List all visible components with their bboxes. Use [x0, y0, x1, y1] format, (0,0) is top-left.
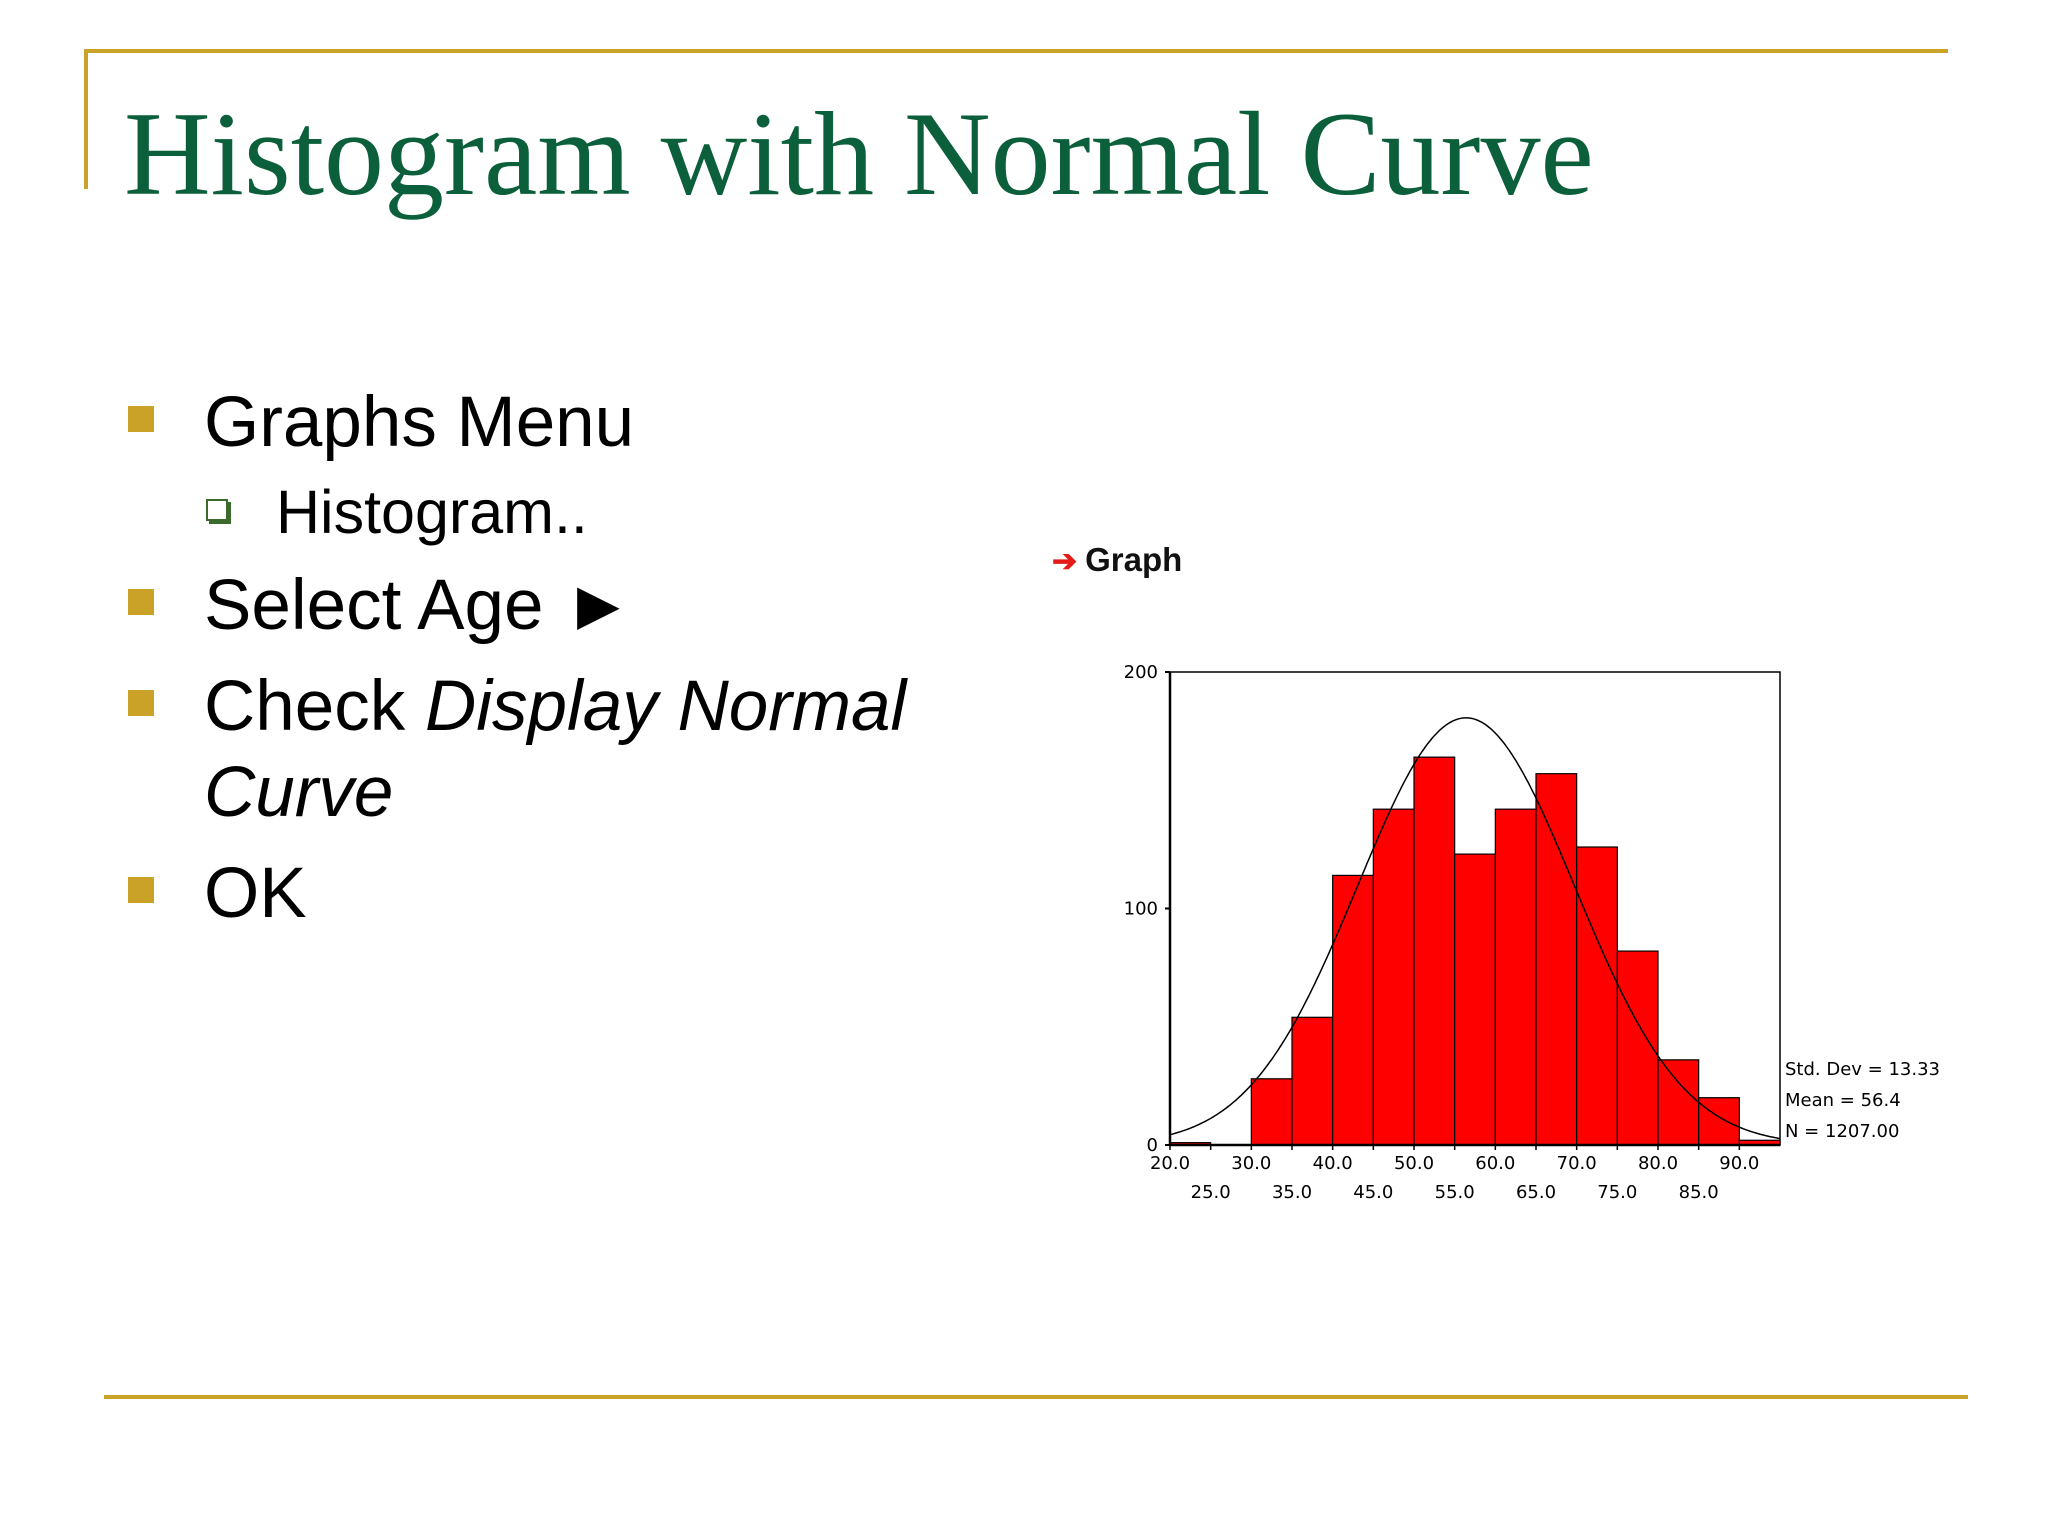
stats-label: Std. Dev = 13.33	[1785, 1059, 1940, 1080]
square-bullet-icon	[128, 876, 154, 903]
stats-label: Mean = 56.4	[1785, 1090, 1901, 1111]
graph-heading-text: Graph	[1085, 541, 1183, 578]
square-bullet-icon	[128, 589, 154, 616]
y-tick-label: 100	[1124, 899, 1158, 920]
slide-title: Histogram with Normal Curve	[124, 87, 1594, 220]
histogram-bar	[1576, 846, 1618, 1146]
x-tick-label: 40.0	[1313, 1153, 1353, 1174]
x-tick-label: 35.0	[1272, 1182, 1312, 1203]
histogram-bar	[1332, 874, 1374, 1146]
histogram-bar	[1413, 756, 1456, 1146]
bullet-check-display: Check Display Normal Curve	[126, 664, 1026, 837]
x-tick-label: 70.0	[1557, 1153, 1597, 1174]
bottom-rule	[104, 1395, 1968, 1399]
normal-curve	[1169, 717, 1781, 1140]
x-tick-label: 25.0	[1191, 1182, 1231, 1203]
histogram-bar	[1250, 1078, 1293, 1146]
x-tick-label: 75.0	[1597, 1182, 1637, 1203]
x-tick-label: 90.0	[1719, 1153, 1759, 1174]
bullet-select-age: Select Age ►	[126, 563, 1026, 650]
square-bullet-icon	[128, 406, 154, 432]
histogram-bar	[1657, 1059, 1700, 1146]
red-arrow-icon: ➔	[1052, 545, 1078, 578]
x-tick-label: 80.0	[1638, 1153, 1678, 1174]
histogram-bar	[1372, 808, 1415, 1146]
bullet-text: OK	[204, 853, 307, 933]
histogram-bar	[1616, 950, 1659, 1146]
y-tick-label: 200	[1124, 662, 1158, 683]
x-tick-label: 30.0	[1231, 1153, 1271, 1174]
y-tick-label: 0	[1147, 1135, 1158, 1156]
x-tick-label: 60.0	[1475, 1153, 1515, 1174]
histogram-bar	[1454, 853, 1496, 1146]
x-tick-label: 65.0	[1516, 1182, 1556, 1203]
x-tick-label: 55.0	[1435, 1182, 1475, 1203]
bullet-text-prefix: Check	[204, 666, 425, 746]
bullet-graphs-menu: Graphs Menu	[126, 380, 1026, 467]
bullet-text: Graphs Menu	[204, 383, 635, 462]
x-tick-label: 45.0	[1353, 1182, 1393, 1203]
x-tick-label: 85.0	[1679, 1182, 1719, 1203]
bullet-text: Select Age ►	[204, 566, 634, 646]
bullet-ok: OK	[126, 851, 1026, 938]
sub-bullet-histogram: Histogram..	[126, 475, 1026, 549]
bullet-list: Graphs Menu Histogram.. Select Age ► Che…	[126, 380, 1026, 951]
x-tick-label: 50.0	[1394, 1153, 1434, 1174]
bullet-text-italic: Display Normal Curve	[204, 666, 907, 833]
top-rule	[84, 49, 1948, 53]
sub-bullet-text: Histogram..	[276, 477, 588, 546]
x-tick-label: 20.0	[1150, 1153, 1190, 1174]
graph-heading: ➔ Graph	[1052, 541, 1182, 579]
histogram-bar	[1698, 1097, 1740, 1146]
histogram-chart: 0 100 200 20.0 30.0 40.0 50.0 60.0 70.0 80.0 90.0 2…	[1124, 662, 1940, 1203]
square-bullet-icon	[128, 689, 154, 716]
left-rule	[84, 49, 88, 189]
histogram-bar	[1291, 1016, 1334, 1146]
stats-label: N = 1207.00	[1785, 1121, 1899, 1142]
histogram-bar	[1535, 773, 1578, 1146]
hollow-square-bullet-icon	[206, 498, 228, 521]
histogram-bar	[1494, 808, 1537, 1146]
